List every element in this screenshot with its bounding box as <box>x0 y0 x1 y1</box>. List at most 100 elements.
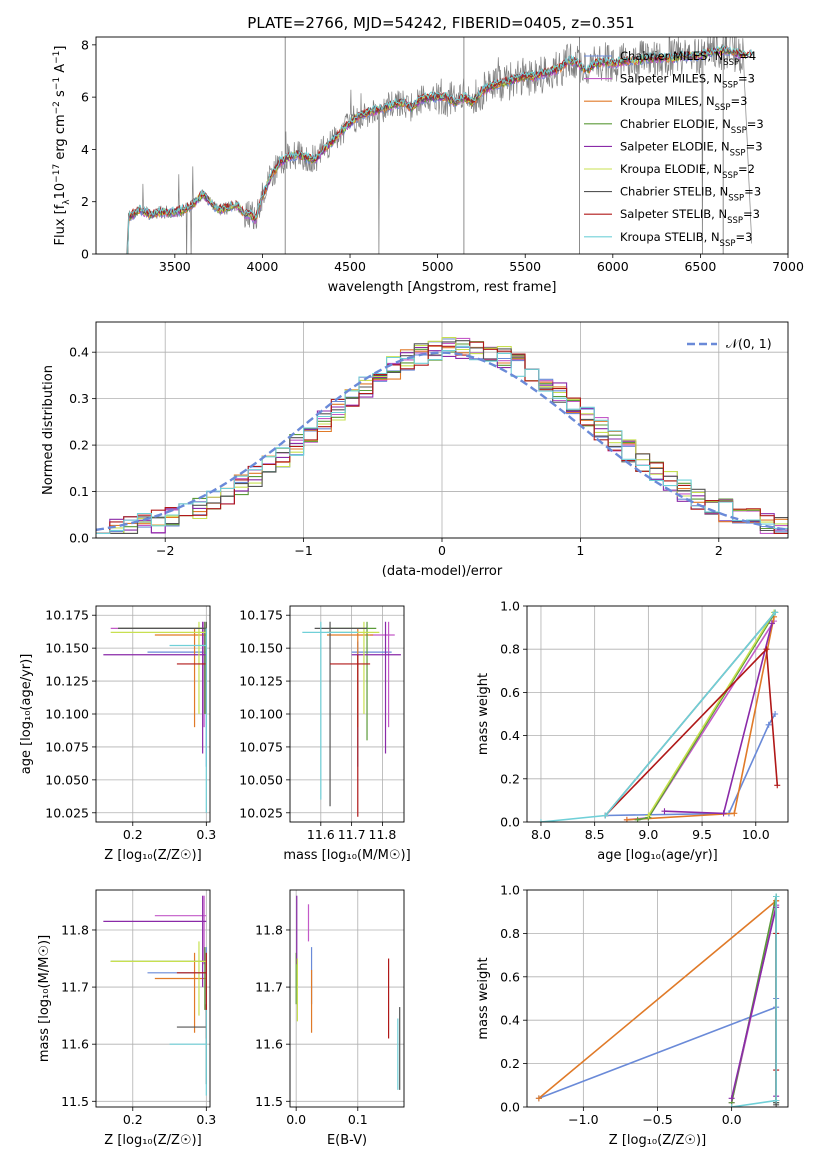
errorbar-kroupa-elodie <box>110 941 207 1016</box>
legend-entry: Kroupa STELIB, NSSP=3 <box>584 230 752 249</box>
x-tick-label: 11.6 <box>307 827 335 842</box>
data-point <box>773 893 780 900</box>
data-point <box>763 646 770 653</box>
figure-title: PLATE=2766, MJD=54242, FIBERID=0405, z=0… <box>247 14 634 32</box>
legend-entry: Chabrier STELIB, NSSP=3 <box>584 185 761 204</box>
y-tick-label: 0.0 <box>500 815 520 830</box>
data-point <box>731 810 738 817</box>
panel-residuals: −2 −1 0 1 2 0.0 0.1 0.2 0.3 0.4 (data-model)/error… <box>41 321 789 579</box>
series-line <box>730 907 777 1099</box>
data-point <box>765 721 772 728</box>
y-tick-label: 10.125 <box>239 674 283 689</box>
y-tick-label: 10.025 <box>239 805 283 820</box>
legend-label: Chabrier ELODIE, NSSP=3 <box>620 117 764 136</box>
x-axis-label: Z [log₁₀(Z/Z☉)] <box>104 848 201 863</box>
axes-frame <box>95 889 211 1108</box>
x-tick-label: 5500 <box>509 259 541 274</box>
x-tick-label: 3500 <box>159 259 191 274</box>
legend: Chabrier MILES, NSSP=4 Salpeter MILES, NS… <box>584 49 764 249</box>
series-salpeter-stelib <box>602 646 781 819</box>
series-kroupa-elodie <box>645 609 778 819</box>
series-line <box>538 900 777 1099</box>
x-axis-label: age [log₁₀(age/yr)] <box>597 848 718 863</box>
y-tick-label: 0.0 <box>69 531 89 546</box>
data-point <box>602 812 609 819</box>
x-tick-label: 7000 <box>772 259 804 274</box>
errorbar-salpeter-stelib <box>330 654 371 817</box>
legend-label: Salpeter MILES, NSSP=3 <box>620 72 755 91</box>
series-kroupa-stelib <box>537 609 779 822</box>
y-tick-label: 0.2 <box>500 1056 520 1071</box>
y-axis-label: mass weight <box>476 673 491 755</box>
y-tick-label: 11.8 <box>61 922 89 937</box>
x-tick-label: 1 <box>576 543 584 558</box>
errorbar-kroupa-stelib <box>302 621 358 800</box>
panel-age_vs_mass: 11.6 11.7 11.8 10.025 10.050 10.075 10.100 10.1… <box>239 605 411 863</box>
x-tick-label: 6500 <box>684 259 716 274</box>
errorbar-chabrier-stelib <box>118 621 207 714</box>
y-tick-label: 0.8 <box>500 926 520 941</box>
y-tick-label: 11.8 <box>255 922 283 937</box>
panel-weight_vs_Z: −1.0 −0.5 0.0 0.0 0.2 0.4 0.6 0.8 1.0 Z [log₁₀(Z/… <box>476 883 789 1148</box>
y-tick-label: 0.4 <box>69 345 89 360</box>
y-tick-label: 0 <box>81 247 89 262</box>
axes-frame <box>289 889 405 1108</box>
y-tick-label: 11.6 <box>61 1037 89 1052</box>
x-tick-label: −0.5 <box>642 1112 672 1127</box>
legend-entry: Kroupa ELODIE, NSSP=2 <box>584 162 755 181</box>
errorbar-salpeter-stelib <box>176 952 207 1039</box>
y-tick-label: 0.2 <box>500 771 520 786</box>
data-point <box>772 711 779 717</box>
errorbar-kroupa-stelib <box>169 628 207 813</box>
y-tick-label: 11.7 <box>255 980 283 995</box>
errorbar-salpeter-elodie <box>103 895 207 988</box>
errorbar-salpeter-miles <box>154 895 207 965</box>
data-point <box>537 819 544 822</box>
x-tick-label: 0.3 <box>196 827 216 842</box>
histogram-salpeter-stelib <box>96 341 788 534</box>
y-tick-label: 6 <box>81 90 89 105</box>
x-tick-label: 0.0 <box>286 1112 306 1127</box>
x-tick-label: 0.3 <box>196 1112 216 1127</box>
y-tick-label: 0.3 <box>69 391 89 406</box>
y-tick-label: 10.125 <box>45 674 89 689</box>
data-point <box>661 808 668 815</box>
legend-entry: Salpeter STELIB, NSSP=3 <box>584 207 760 226</box>
legend-entry: Chabrier MILES, NSSP=4 <box>584 49 756 68</box>
errorbar-salpeter-elodie <box>103 621 207 754</box>
x-tick-label: 11.8 <box>369 827 397 842</box>
panel-mass_vs_ebv: 0.0 0.1 11.5 11.6 11.7 11.8 E(B-V) <box>255 889 405 1148</box>
legend-label: 𝒩(0, 1) <box>726 336 772 351</box>
legend-entry: Kroupa MILES, NSSP=3 <box>584 94 747 113</box>
x-tick-label: 9.0 <box>638 827 658 842</box>
errorbar-kroupa-stelib <box>169 1009 207 1096</box>
x-axis-label: E(B-V) <box>327 1133 367 1148</box>
errorbar-kroupa-miles <box>154 628 207 728</box>
y-tick-label: 0.6 <box>500 685 520 700</box>
errorbar-chabrier-miles <box>147 641 207 767</box>
observed-spectrum <box>126 37 753 254</box>
y-tick-label: 0.4 <box>500 1013 520 1028</box>
series-kroupa-stelib <box>728 893 780 1107</box>
y-axis-label: mass [log₁₀(M/M☉)] <box>37 935 52 1062</box>
plot-area <box>537 609 781 822</box>
panel-weight_vs_age: 8.0 8.5 9.0 9.5 10.0 0.0 0.2 0.4 0.6 0.8 1.0 age [l… <box>476 599 789 863</box>
legend-entry: Salpeter MILES, NSSP=3 <box>584 72 755 91</box>
legend-label: Salpeter ELODIE, NSSP=3 <box>620 139 763 158</box>
x-tick-label: 0.1 <box>348 1112 368 1127</box>
errorbar-salpeter-stelib <box>176 654 207 714</box>
plot-area <box>302 621 401 817</box>
x-tick-label: 6000 <box>597 259 629 274</box>
x-tick-label: 4000 <box>247 259 279 274</box>
y-tick-label: 1.0 <box>500 599 520 614</box>
series-line <box>605 713 776 817</box>
errorbar-kroupa-miles <box>326 628 374 728</box>
data-point <box>773 1097 780 1104</box>
y-tick-label: 0.4 <box>500 728 520 743</box>
legend-label: Kroupa STELIB, NSSP=3 <box>620 230 752 249</box>
y-axis-label: age [log₁₀(age/yr)] <box>19 654 34 775</box>
x-tick-label: 4500 <box>334 259 366 274</box>
y-tick-label: 11.5 <box>255 1094 283 1109</box>
y-axis-label: mass weight <box>476 957 491 1039</box>
